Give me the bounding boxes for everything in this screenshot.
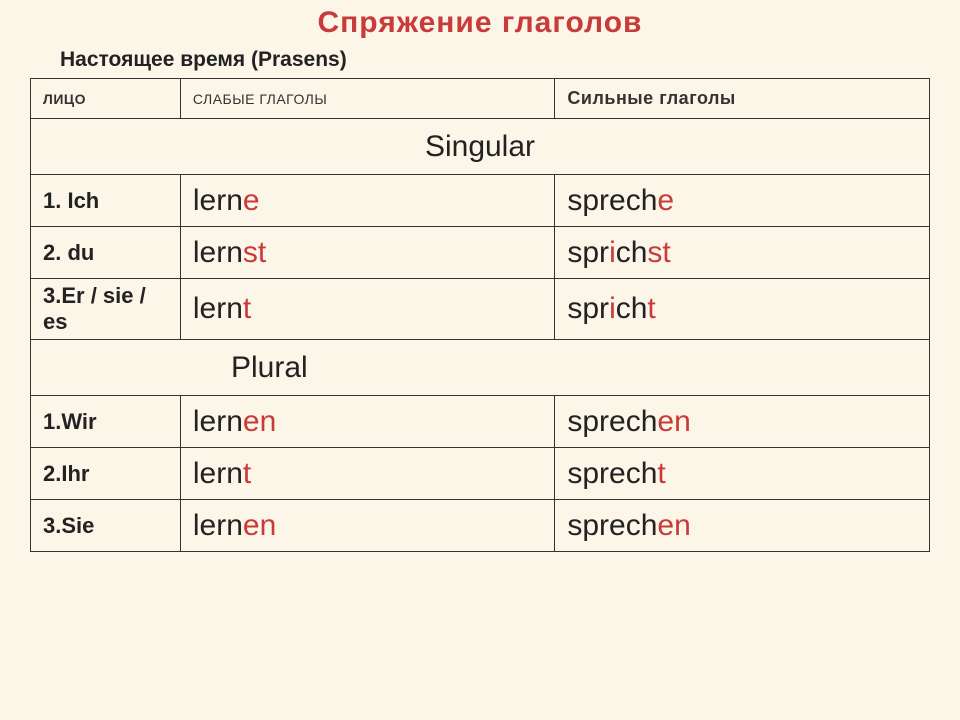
- word-ending: en: [657, 509, 690, 542]
- table-row: 1.Wir lernen sprechen: [31, 396, 930, 448]
- weak-cell: lernt: [180, 279, 555, 340]
- word-stem: sprech: [567, 509, 657, 542]
- weak-cell: lerne: [180, 175, 555, 227]
- word-stem: spr: [567, 236, 609, 269]
- word-vowel-change: i: [609, 236, 616, 269]
- weak-cell: lernen: [180, 396, 555, 448]
- strong-cell: sprechen: [555, 500, 930, 552]
- word-stem: lern: [193, 405, 243, 438]
- strong-cell: spreche: [555, 175, 930, 227]
- word-stem: sprech: [567, 457, 657, 490]
- person-cell: 3.Sie: [31, 500, 181, 552]
- table-row: 1. Ich lerne spreche: [31, 175, 930, 227]
- section-plural: Plural: [31, 340, 930, 396]
- word-vowel-change: i: [609, 292, 616, 325]
- conjugation-table: Лицо Слабые глаголы Сильные глаголы Sing…: [30, 78, 930, 552]
- table-row: 2.Ihr lernt sprecht: [31, 448, 930, 500]
- section-singular: Singular: [31, 119, 930, 175]
- weak-cell: lernst: [180, 227, 555, 279]
- word-ending: st: [243, 236, 266, 269]
- slide: Спряжение глаголов Настоящее время (Pras…: [0, 0, 960, 720]
- word-ending: e: [243, 184, 260, 217]
- word-ending: st: [647, 236, 670, 269]
- person-cell: 2. du: [31, 227, 181, 279]
- word-stem: sprech: [567, 184, 657, 217]
- word-stem: lern: [193, 184, 243, 217]
- word-ending: e: [657, 184, 674, 217]
- section-plural-label: Plural: [31, 340, 930, 396]
- word-stem: lern: [193, 509, 243, 542]
- person-cell: 1. Ich: [31, 175, 181, 227]
- header-person: Лицо: [31, 79, 181, 119]
- section-singular-label: Singular: [31, 119, 930, 175]
- word-stem: ch: [616, 292, 648, 325]
- person-cell: 1.Wir: [31, 396, 181, 448]
- strong-cell: sprechen: [555, 396, 930, 448]
- word-stem: ch: [616, 236, 648, 269]
- word-ending: en: [243, 405, 276, 438]
- header-strong: Сильные глаголы: [555, 79, 930, 119]
- person-cell: 3.Er / sie / es: [31, 279, 181, 340]
- table-header-row: Лицо Слабые глаголы Сильные глаголы: [31, 79, 930, 119]
- strong-cell: sprichst: [555, 227, 930, 279]
- word-stem: lern: [193, 292, 243, 325]
- word-ending: t: [243, 457, 251, 490]
- word-ending: en: [657, 405, 690, 438]
- word-ending: en: [243, 509, 276, 542]
- strong-cell: spricht: [555, 279, 930, 340]
- person-cell: 2.Ihr: [31, 448, 181, 500]
- header-weak: Слабые глаголы: [180, 79, 555, 119]
- word-stem: lern: [193, 236, 243, 269]
- page-title: Спряжение глаголов: [30, 6, 930, 40]
- word-stem: sprech: [567, 405, 657, 438]
- table-row: 3.Sie lernen sprechen: [31, 500, 930, 552]
- weak-cell: lernen: [180, 500, 555, 552]
- table-row: 2. du lernst sprichst: [31, 227, 930, 279]
- subtitle: Настоящее время (Prasens): [60, 48, 930, 72]
- word-ending: t: [243, 292, 251, 325]
- word-ending: t: [647, 292, 655, 325]
- word-ending: t: [657, 457, 665, 490]
- word-stem: lern: [193, 457, 243, 490]
- table-row: 3.Er / sie / es lernt spricht: [31, 279, 930, 340]
- strong-cell: sprecht: [555, 448, 930, 500]
- weak-cell: lernt: [180, 448, 555, 500]
- word-stem: spr: [567, 292, 609, 325]
